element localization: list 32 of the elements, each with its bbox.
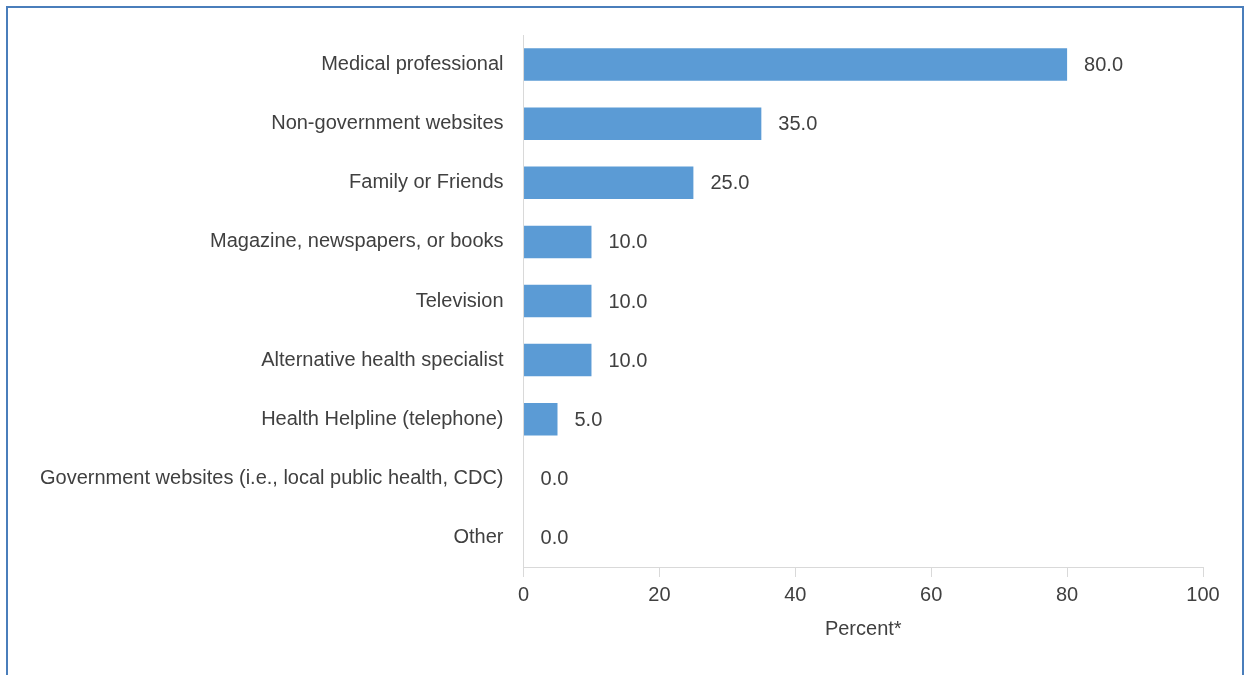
y-tick-label: Medical professional — [321, 52, 504, 75]
bar — [524, 284, 592, 318]
data-label: 80.0 — [1084, 53, 1124, 76]
bar — [524, 166, 694, 200]
data-label: 5.0 — [574, 407, 603, 430]
x-tick-label: 100 — [1186, 582, 1220, 605]
data-label: 35.0 — [778, 112, 818, 135]
data-label: 0.0 — [540, 525, 569, 548]
data-label: 10.0 — [608, 230, 648, 253]
x-tick-label: 40 — [784, 582, 807, 605]
data-label: 0.0 — [540, 466, 569, 489]
data-label: 10.0 — [608, 289, 648, 312]
y-tick-label: Other — [453, 524, 504, 547]
bar — [524, 402, 558, 436]
x-tick-label: 60 — [920, 582, 943, 605]
x-tick-label: 0 — [517, 582, 530, 605]
x-tick-label: 80 — [1055, 582, 1079, 605]
y-tick-label: Magazine, newspapers, or books — [210, 229, 504, 252]
y-tick-label: Non-government websites — [271, 111, 504, 134]
x-tick-label: 20 — [648, 582, 671, 605]
y-tick-label: Health Helpline (telephone) — [261, 406, 504, 429]
bar — [524, 107, 762, 140]
bar — [524, 225, 592, 259]
y-tick-label: Government websites (i.e., local public health, CDC) — [39, 465, 504, 488]
data-label: 10.0 — [608, 348, 648, 371]
y-tick-label: Television — [415, 288, 504, 311]
bar — [524, 343, 592, 377]
x-axis-title: Percent* — [824, 616, 902, 639]
bar — [524, 48, 1068, 81]
y-tick-label: Family or Friends — [349, 170, 504, 193]
y-tick-label: Alternative health specialist — [261, 347, 504, 370]
data-label: 25.0 — [710, 171, 750, 194]
